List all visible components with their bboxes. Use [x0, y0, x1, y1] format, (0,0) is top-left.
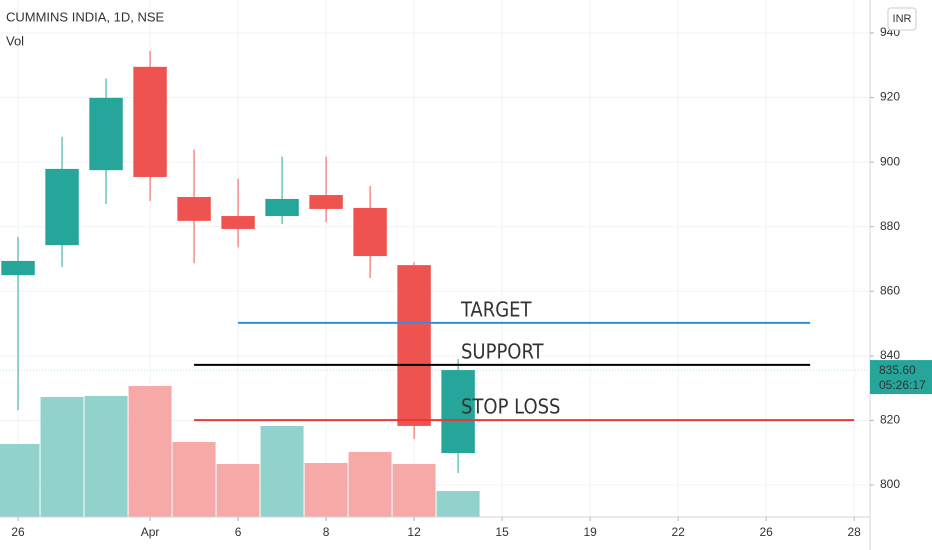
candle-body	[265, 198, 299, 217]
currency-box[interactable]	[887, 7, 917, 31]
candle-body	[353, 207, 387, 257]
volume-bar	[40, 397, 84, 517]
last-price-label: 835.60	[879, 363, 916, 377]
candle-body	[221, 216, 255, 229]
y-tick-label: 820	[880, 413, 900, 427]
x-tick-label: 12	[407, 525, 421, 539]
volume-bar	[392, 464, 436, 517]
x-tick-label: 26	[759, 525, 773, 539]
last-price-tag	[870, 360, 932, 395]
candle-body	[397, 265, 431, 426]
volume-bar	[172, 442, 216, 517]
line-label: TARGET	[460, 297, 533, 321]
x-tick-label: 6	[235, 525, 242, 539]
volume-bar	[128, 386, 172, 517]
volume-bar	[436, 491, 480, 517]
volume-label: Vol	[6, 33, 24, 48]
x-tick-label: 19	[583, 525, 597, 539]
x-tick-label: 22	[671, 525, 685, 539]
volume-pane	[0, 386, 480, 517]
currency-label[interactable]: INR	[893, 13, 912, 25]
y-tick-label: 920	[880, 90, 900, 104]
y-tick-label: 880	[880, 219, 900, 233]
x-tick-label: 15	[495, 525, 509, 539]
volume-bar	[84, 396, 128, 517]
y-tick-label: 900	[880, 154, 900, 168]
candle-body	[441, 370, 475, 454]
x-tick-label: Apr	[141, 525, 160, 539]
x-tick-label: 28	[847, 525, 861, 539]
candle-body	[309, 195, 343, 209]
candle-body	[45, 168, 79, 246]
price-pane: TARGET SUPPORT STOP LOSS	[0, 51, 870, 474]
volume-bar	[216, 464, 260, 517]
chart-title: CUMMINS INDIA, 1D, NSE	[6, 9, 165, 24]
x-tick-label: 8	[323, 525, 330, 539]
candle-body	[89, 97, 123, 171]
volume-bar	[348, 452, 392, 517]
countdown-label: 05:26:17	[879, 378, 926, 392]
candle-body	[177, 196, 211, 221]
volume-bar	[304, 463, 348, 517]
candle-body	[1, 260, 35, 276]
line-label: SUPPORT	[461, 339, 545, 363]
y-tick-label: 840	[880, 348, 900, 362]
candle-body	[133, 66, 167, 177]
y-tick-label: 860	[880, 283, 900, 297]
volume-bar	[0, 444, 40, 517]
line-label: STOP LOSS	[461, 395, 560, 419]
volume-bar	[260, 426, 304, 517]
x-tick-label: 26	[11, 525, 25, 539]
y-tick-label: 800	[880, 477, 900, 491]
